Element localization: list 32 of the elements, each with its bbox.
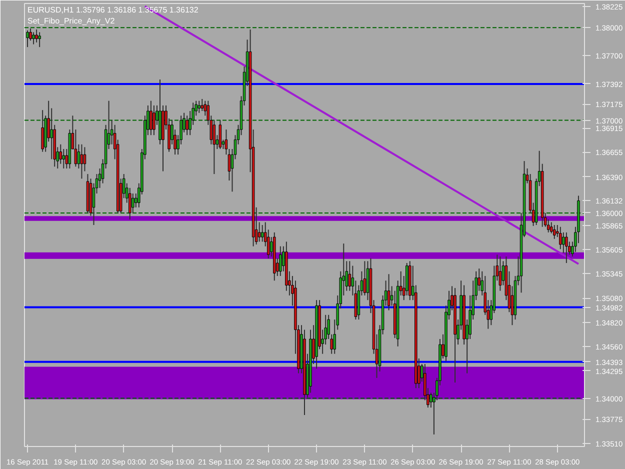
candlestick xyxy=(38,32,41,48)
candlestick xyxy=(562,232,565,254)
candlestick xyxy=(348,260,352,292)
candlestick xyxy=(212,120,216,175)
candlestick xyxy=(80,144,84,180)
candlestick xyxy=(32,32,35,45)
candlestick xyxy=(559,226,562,250)
candlestick xyxy=(74,129,78,168)
candlestick xyxy=(26,30,29,48)
candlestick xyxy=(363,260,366,296)
candlestick xyxy=(132,192,134,214)
candlestick xyxy=(260,224,264,242)
candlestick xyxy=(41,110,44,152)
candlestick xyxy=(498,256,502,292)
candlestick xyxy=(258,222,261,242)
candlestick xyxy=(152,104,156,136)
candlestick xyxy=(83,146,86,172)
candlestick xyxy=(279,246,282,276)
candlestick xyxy=(198,100,201,114)
candlestick xyxy=(128,187,132,220)
candlestick xyxy=(200,98,204,112)
candlestick xyxy=(62,148,66,169)
candlestick xyxy=(150,100,152,136)
candlestick xyxy=(35,28,38,43)
candlestick xyxy=(218,120,222,150)
candlestick xyxy=(186,115,188,136)
candlestick xyxy=(565,232,568,264)
candlestick xyxy=(387,274,390,311)
candlestick xyxy=(59,144,62,164)
candlestick xyxy=(553,224,556,240)
candlestick xyxy=(50,108,53,160)
text: Set_Fibo_Price_Any_V2 xyxy=(28,16,116,26)
